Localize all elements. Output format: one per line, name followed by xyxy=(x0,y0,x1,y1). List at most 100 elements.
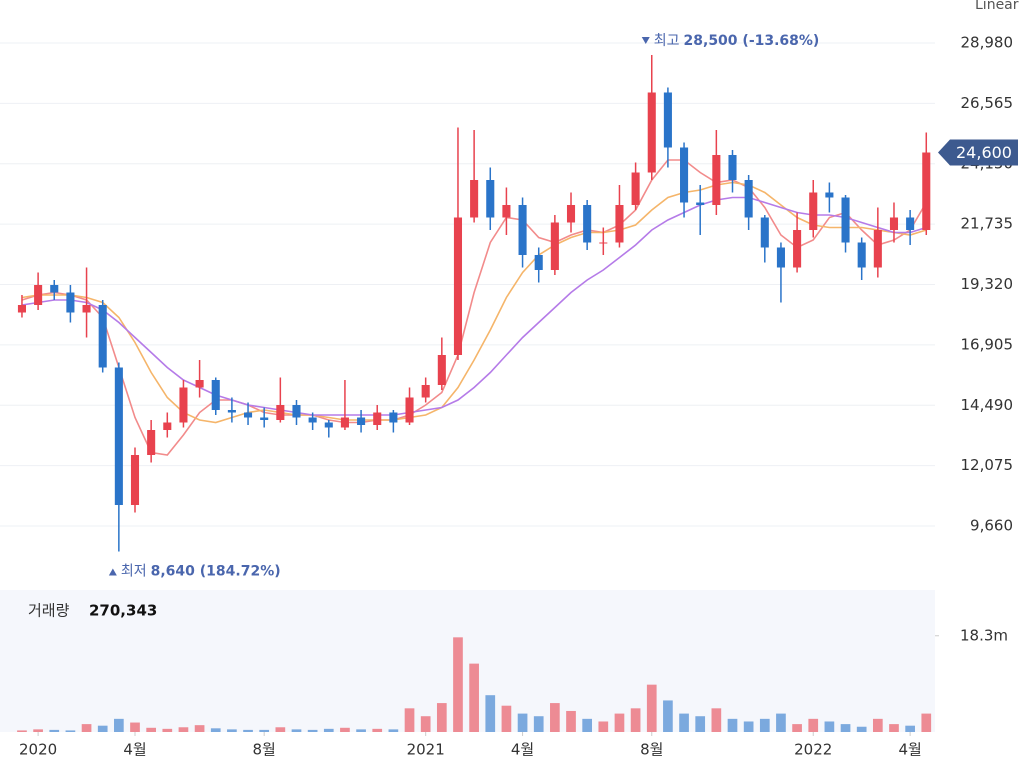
candle-body xyxy=(680,147,689,203)
candle-body xyxy=(906,217,915,230)
x-tick-label: 2022 xyxy=(794,741,832,759)
volume-bar xyxy=(695,716,706,732)
candle-body xyxy=(308,417,317,423)
volume-bar xyxy=(550,703,560,732)
candle-body xyxy=(50,285,59,293)
volume-bar xyxy=(194,725,205,732)
volume-bar xyxy=(582,718,593,732)
volume-bar xyxy=(501,705,512,732)
volume-bar xyxy=(275,727,286,732)
annotation-label: 최고 xyxy=(654,33,680,49)
candle-body xyxy=(437,355,446,385)
candle-body xyxy=(195,380,204,388)
candle-body xyxy=(163,422,172,430)
volume-bar xyxy=(727,718,738,732)
candle-body xyxy=(130,455,140,505)
candle-body xyxy=(179,387,188,423)
volume-bar xyxy=(856,726,867,732)
candle-body xyxy=(744,180,753,218)
volume-bar xyxy=(921,713,932,732)
candle-body xyxy=(776,247,785,268)
volume-title: 거래량 xyxy=(28,602,70,620)
volume-bar xyxy=(259,729,270,732)
volume-bar xyxy=(630,708,641,732)
volume-bar xyxy=(711,708,722,732)
volume-bar xyxy=(130,722,140,732)
x-tick-label: 8월 xyxy=(253,741,276,759)
volume-bar xyxy=(227,729,237,732)
candle-body xyxy=(599,242,608,244)
volume-bar xyxy=(792,724,802,732)
candle-body xyxy=(502,205,511,218)
candle-body xyxy=(211,380,220,410)
candle-body xyxy=(389,412,398,423)
volume-bar xyxy=(178,727,189,732)
candle-body xyxy=(841,197,850,243)
volume-bar xyxy=(356,729,366,732)
candle-body xyxy=(712,155,721,205)
annotation: 최고 28,500 (-13.68%) xyxy=(654,33,820,49)
volume-bar xyxy=(65,730,76,732)
candle-body xyxy=(534,255,543,270)
volume-last: 270,343 xyxy=(89,602,157,620)
candle-body xyxy=(260,417,269,420)
annotation-marker xyxy=(108,568,117,576)
volume-bar xyxy=(614,713,625,732)
x-tick-label: 2020 xyxy=(19,741,57,759)
volume-bar xyxy=(243,729,253,732)
candle-body xyxy=(486,180,495,218)
candle-body xyxy=(857,242,866,268)
moving-average xyxy=(21,159,927,456)
volume-bar xyxy=(81,724,92,732)
y-tick-label: 16,905 xyxy=(961,335,1014,353)
candle-body xyxy=(292,405,301,418)
annotation-value: 28,500 (-13.68%) xyxy=(684,33,820,49)
volume-bar xyxy=(840,724,851,732)
last-price-label: 24,600 xyxy=(956,143,1012,162)
scale-mode[interactable]: Linear xyxy=(975,0,1019,13)
x-tick-label: 4월 xyxy=(511,741,534,759)
volume-bar xyxy=(97,725,108,732)
candle-body xyxy=(98,305,107,368)
volume-pane xyxy=(0,590,935,732)
y-tick-label: 28,980 xyxy=(961,34,1014,52)
candle-body xyxy=(470,180,479,218)
candle-body xyxy=(147,430,156,455)
volume-bar xyxy=(388,729,399,732)
candle-body xyxy=(340,417,349,428)
candle-body xyxy=(114,367,123,505)
candle-body xyxy=(453,217,463,355)
volume-bar xyxy=(469,663,479,732)
candle-body xyxy=(825,192,834,198)
x-tick-label: 2021 xyxy=(407,741,445,759)
candle-body xyxy=(583,205,592,243)
candle-body xyxy=(34,285,43,305)
y-tick-label: 9,660 xyxy=(970,517,1013,535)
y-tick-label: 21,735 xyxy=(961,215,1014,233)
candle-body xyxy=(922,152,931,230)
candle-body xyxy=(615,205,624,243)
volume-bar xyxy=(759,718,770,732)
last-price-tag xyxy=(938,139,1018,166)
candle-body xyxy=(728,155,737,180)
x-tick-label: 4월 xyxy=(123,741,146,759)
volume-bar xyxy=(33,729,43,732)
candle-body xyxy=(663,92,672,148)
volume-bar xyxy=(646,684,657,732)
candle-body xyxy=(873,230,882,268)
volume-bar xyxy=(824,721,835,732)
candle-body xyxy=(889,217,899,230)
annotation: 최저 8,640 (184.72%) xyxy=(121,564,281,580)
candle-body xyxy=(696,202,705,205)
volume-bar xyxy=(808,718,819,732)
annotation-marker xyxy=(641,37,650,44)
candle-body xyxy=(421,385,430,398)
candle-body xyxy=(357,417,366,425)
annotation-value: 8,640 (184.72%) xyxy=(151,564,281,580)
volume-bar xyxy=(340,727,350,732)
annotation-label: 최저 xyxy=(121,564,147,580)
volume-bar xyxy=(566,710,576,732)
candle-body xyxy=(793,230,802,268)
candle-body xyxy=(66,292,75,313)
